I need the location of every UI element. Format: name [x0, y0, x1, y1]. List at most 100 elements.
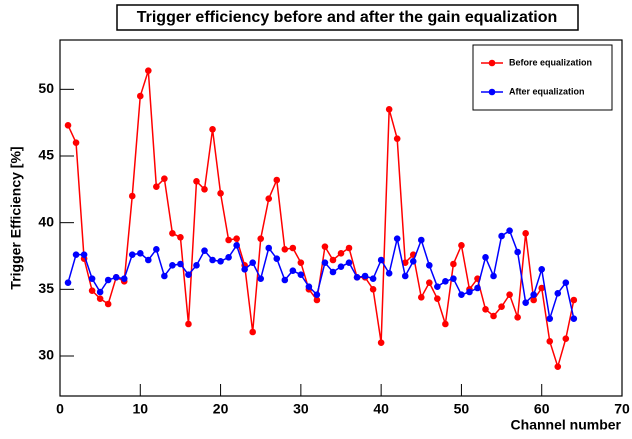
- data-point: [506, 291, 513, 298]
- data-point: [80, 251, 88, 258]
- data-point: [88, 287, 96, 294]
- chart-title: Trigger efficiency before and after the …: [137, 9, 558, 26]
- data-point: [506, 227, 513, 234]
- data-point: [161, 175, 168, 182]
- data-point: [377, 339, 385, 346]
- y-tick-label: 40: [38, 213, 54, 229]
- data-point: [72, 251, 80, 258]
- data-point: [209, 256, 216, 264]
- data-point: [385, 270, 393, 277]
- data-point: [241, 266, 248, 273]
- title-box: [116, 4, 579, 31]
- data-point: [233, 235, 240, 242]
- data-point: [209, 126, 216, 133]
- data-point: [570, 315, 578, 322]
- data-point: [554, 290, 562, 297]
- data-point: [530, 296, 537, 304]
- legend-label: Before equalization: [509, 57, 592, 67]
- x-tick-label: 40: [373, 401, 389, 417]
- data-point: [169, 230, 176, 237]
- data-point: [321, 243, 329, 250]
- data-point: [562, 335, 570, 342]
- legend-marker: [488, 59, 496, 67]
- data-point: [466, 288, 473, 296]
- data-point: [225, 236, 232, 244]
- x-axis-label: Channel number: [511, 417, 622, 433]
- data-point: [498, 232, 505, 240]
- x-tick-label: 60: [534, 401, 550, 417]
- data-point: [112, 274, 120, 281]
- data-point: [169, 262, 176, 269]
- data-point: [546, 315, 554, 322]
- x-tick-label: 70: [614, 401, 630, 417]
- data-point: [434, 283, 441, 290]
- data-point: [490, 272, 497, 280]
- legend-box: [472, 44, 613, 111]
- data-point: [321, 259, 329, 266]
- data-point: [530, 291, 537, 298]
- series-line: [67, 229, 575, 319]
- data-point: [193, 262, 200, 269]
- data-point: [225, 254, 232, 261]
- data-point: [177, 234, 184, 241]
- data-point: [297, 259, 305, 266]
- data-point: [249, 328, 256, 336]
- data-point: [136, 250, 144, 257]
- data-point: [426, 279, 433, 286]
- data-point: [401, 272, 409, 280]
- data-point: [329, 268, 337, 276]
- data-point: [450, 260, 457, 268]
- data-point: [554, 363, 562, 370]
- y-tick-label: 30: [38, 347, 54, 363]
- data-point: [136, 92, 144, 100]
- data-point: [313, 296, 321, 304]
- data-point: [385, 106, 393, 113]
- data-point: [120, 275, 128, 282]
- data-point: [281, 246, 289, 253]
- data-point: [409, 258, 417, 265]
- data-point: [562, 279, 570, 286]
- data-point: [570, 296, 578, 304]
- data-point: [233, 242, 240, 249]
- data-point: [393, 135, 401, 142]
- data-point: [273, 255, 281, 262]
- y-tick-label: 50: [38, 80, 54, 96]
- data-point: [514, 248, 521, 256]
- legend-label: After equalization: [509, 86, 585, 96]
- data-point: [177, 260, 184, 268]
- y-tick-label: 35: [38, 280, 54, 296]
- data-point: [345, 259, 353, 266]
- y-axis-label: Trigger Efficiency [%]: [8, 146, 24, 289]
- data-point: [281, 276, 289, 284]
- x-tick-label: 50: [454, 401, 470, 417]
- data-point: [145, 256, 152, 264]
- data-point: [64, 279, 72, 286]
- data-point: [482, 306, 489, 313]
- data-point: [417, 236, 425, 244]
- data-point: [393, 235, 401, 242]
- data-point: [442, 278, 449, 285]
- data-point: [265, 244, 273, 252]
- data-point: [482, 254, 489, 261]
- data-point: [104, 300, 112, 308]
- data-point: [201, 247, 208, 254]
- x-tick-label: 20: [213, 401, 229, 417]
- data-point: [201, 186, 208, 193]
- data-point: [64, 122, 72, 129]
- data-point: [490, 312, 497, 320]
- data-point: [145, 67, 152, 74]
- data-point: [498, 303, 505, 310]
- data-point: [128, 192, 136, 200]
- data-point: [442, 320, 449, 328]
- data-point: [153, 246, 160, 253]
- data-point: [337, 263, 345, 270]
- data-point: [377, 256, 385, 264]
- data-point: [185, 271, 192, 278]
- data-point: [329, 256, 337, 264]
- data-point: [257, 235, 265, 242]
- data-point: [153, 183, 160, 190]
- data-point: [345, 244, 353, 252]
- data-point: [289, 244, 297, 252]
- data-point: [369, 275, 377, 282]
